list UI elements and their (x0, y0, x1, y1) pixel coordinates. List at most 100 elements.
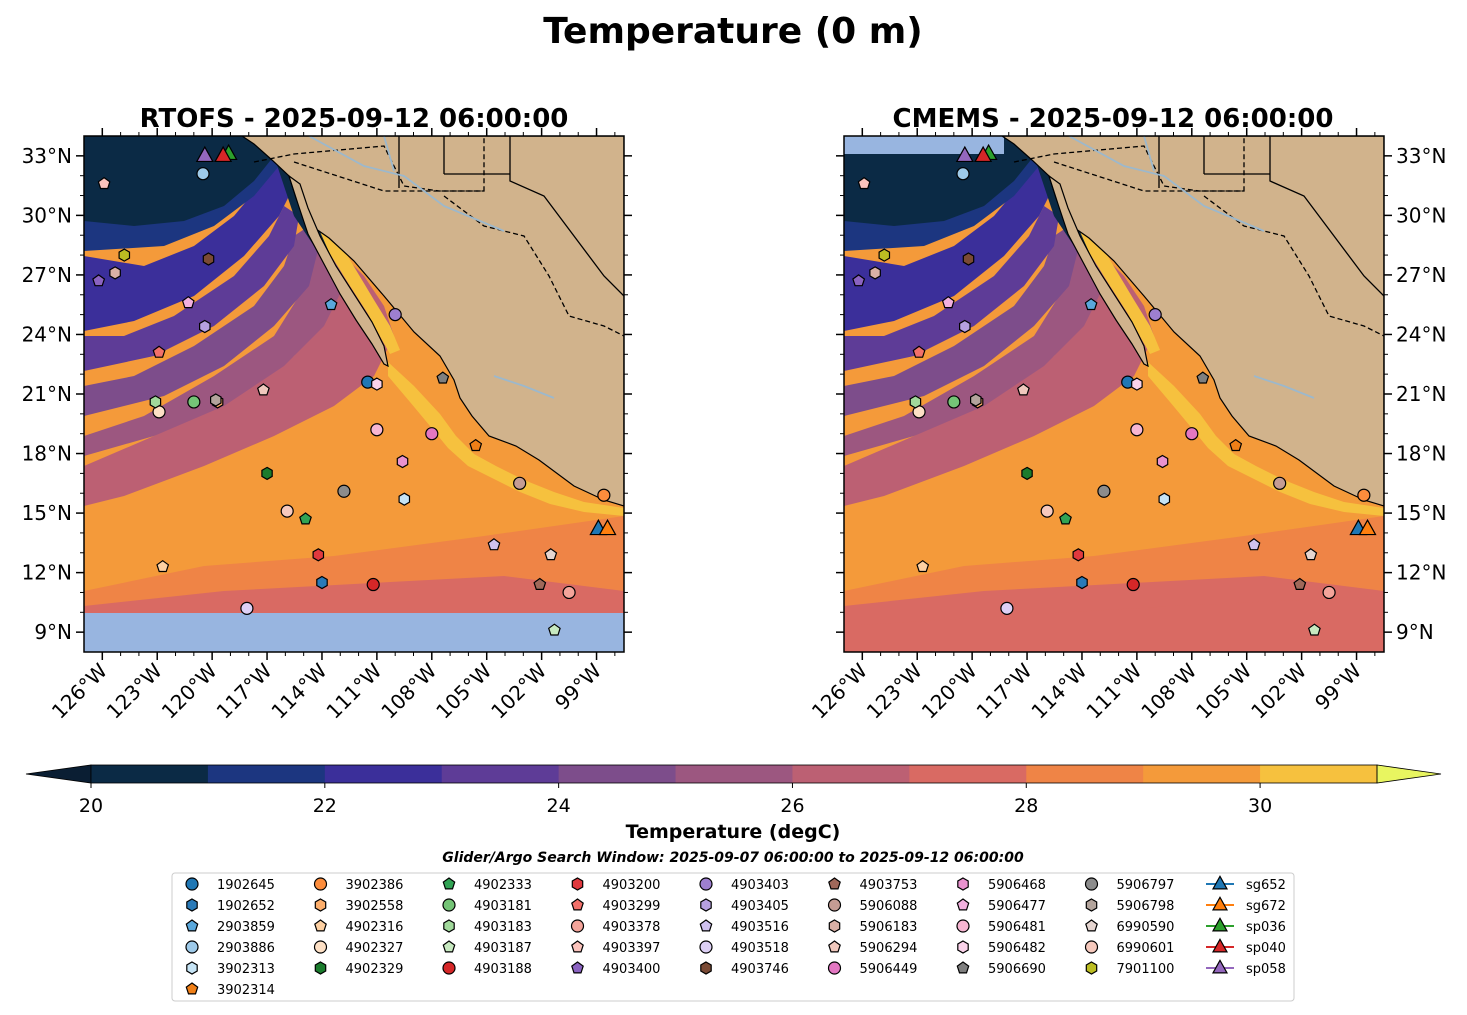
legend-label: 4903753 (860, 878, 918, 893)
marker-4903397 (571, 940, 584, 953)
marker-4903403 (388, 308, 402, 322)
legend-label: sp036 (1246, 920, 1286, 935)
rtofs-missing-data (84, 613, 624, 652)
legend-item: sp036 (1206, 917, 1286, 935)
y-tick-label: 15°N (1396, 501, 1446, 525)
legend-item: 4903516 (699, 919, 789, 935)
marker-5906449 (425, 427, 439, 441)
marker-5906797 (337, 484, 351, 498)
x-tick-label: 108°W (1136, 658, 1201, 723)
y-tick-label: 18°N (22, 442, 72, 466)
marker-sg652 (1211, 875, 1229, 890)
marker-4903516 (487, 538, 501, 551)
colorbar-tick-label: 30 (1248, 795, 1272, 817)
x-tick-label: 114°W (266, 658, 331, 723)
legend-item: 5906797 (1084, 877, 1175, 893)
colorbar: 20 22 24 26 28 30 (25, 764, 1442, 817)
legend-label: 5906797 (1117, 878, 1175, 893)
marker-4903181 (187, 395, 201, 409)
legend-item: 5906798 (1085, 898, 1175, 914)
marker-5906798 (210, 393, 222, 407)
y-tick-label: 30°N (22, 203, 72, 227)
legend-label: 5906468 (988, 878, 1046, 893)
legend-item: 5906481 (956, 919, 1046, 935)
legend-item: 4903183 (443, 919, 532, 935)
colorbar-tick-label: 22 (313, 795, 337, 817)
marker-4903753 (828, 877, 841, 890)
marker-2903859 (324, 297, 338, 311)
marker-4903753 (533, 577, 547, 591)
marker-4903378 (562, 585, 576, 600)
x-tick-label: 102°W (1246, 658, 1311, 723)
legend-label: 5906183 (860, 920, 918, 935)
x-tick-label: 126°W (807, 658, 872, 723)
marker-1902645 (185, 877, 199, 891)
marker-4903181 (947, 395, 961, 409)
legend-item: 5906294 (828, 940, 917, 956)
legend-item: 3902313 (186, 961, 275, 977)
marker-5906477 (956, 898, 970, 911)
marker-4903183 (149, 395, 162, 409)
marker-6990601 (280, 504, 294, 518)
legend-item: 4903405 (700, 898, 789, 914)
y-tick-label: 9°N (1396, 620, 1434, 644)
legend-item: 4903753 (828, 877, 918, 893)
legend-label: sp058 (1246, 962, 1286, 977)
marker-4903183 (909, 395, 922, 409)
marker-4903400 (571, 961, 584, 974)
marker-5906183 (869, 266, 881, 280)
marker-3902386 (313, 877, 328, 891)
marker-4903397 (857, 176, 871, 190)
marker-4903400 (852, 274, 866, 287)
marker-5906449 (827, 961, 842, 975)
legend-item: 4903746 (700, 961, 789, 977)
marker-4903518 (240, 601, 254, 615)
legend-label: 3902313 (217, 962, 275, 977)
colorbar-label: Temperature (degC) (626, 821, 841, 843)
y-tick-label: 21°N (22, 382, 72, 406)
marker-4903405 (958, 319, 971, 334)
marker-sg672 (598, 518, 617, 536)
marker-4902329 (314, 961, 327, 975)
x-tick-label: 102°W (486, 658, 551, 723)
marker-5906690 (956, 961, 970, 974)
legend-item: 4902327 (313, 940, 403, 956)
marker-3902314 (1229, 438, 1243, 452)
marker-sp040 (214, 145, 233, 163)
y-tick-label: 30°N (1396, 203, 1446, 227)
colorbar-tick-label: 24 (547, 795, 571, 817)
x-tick-label: 114°W (1026, 658, 1091, 723)
legend-label: 6990590 (1117, 920, 1175, 935)
colorbar-segment (909, 765, 1027, 783)
x-tick-label: 111°W (321, 658, 386, 723)
marker-sp058 (955, 145, 974, 163)
legend-label: 4903516 (731, 920, 789, 935)
y-tick-label: 15°N (22, 501, 72, 525)
marker-5906477 (181, 295, 195, 309)
legend-label: 5906477 (988, 899, 1046, 914)
legend-item: 5906088 (827, 898, 917, 914)
y-tick-label: 18°N (1396, 442, 1446, 466)
y-tick-label: 27°N (1396, 263, 1446, 287)
marker-4903187 (547, 623, 561, 636)
marker-5906481 (370, 423, 384, 437)
colorbar-segment (91, 765, 209, 783)
marker-5906468 (396, 454, 409, 469)
marker-3902313 (398, 492, 411, 506)
marker-5906797 (1097, 484, 1111, 498)
legend-label: 4903378 (603, 920, 661, 935)
legend-label: 4903187 (474, 941, 532, 956)
legend-label: 4903397 (603, 941, 661, 956)
legend-label: 5906798 (1117, 899, 1175, 914)
marker-4903746 (202, 252, 215, 266)
marker-sp058 (1211, 959, 1229, 974)
marker-sp036 (1211, 917, 1229, 932)
marker-4903200 (312, 548, 325, 562)
colorbar-segment (1143, 765, 1261, 783)
marker-4903516 (1247, 538, 1261, 551)
y-tick-label: 27°N (22, 263, 72, 287)
marker-7901100 (118, 248, 131, 262)
rtofs-borders (253, 136, 624, 399)
marker-1902652 (316, 575, 328, 590)
search-window-caption: Glider/Argo Search Window: 2025-09-07 06… (442, 850, 1024, 866)
